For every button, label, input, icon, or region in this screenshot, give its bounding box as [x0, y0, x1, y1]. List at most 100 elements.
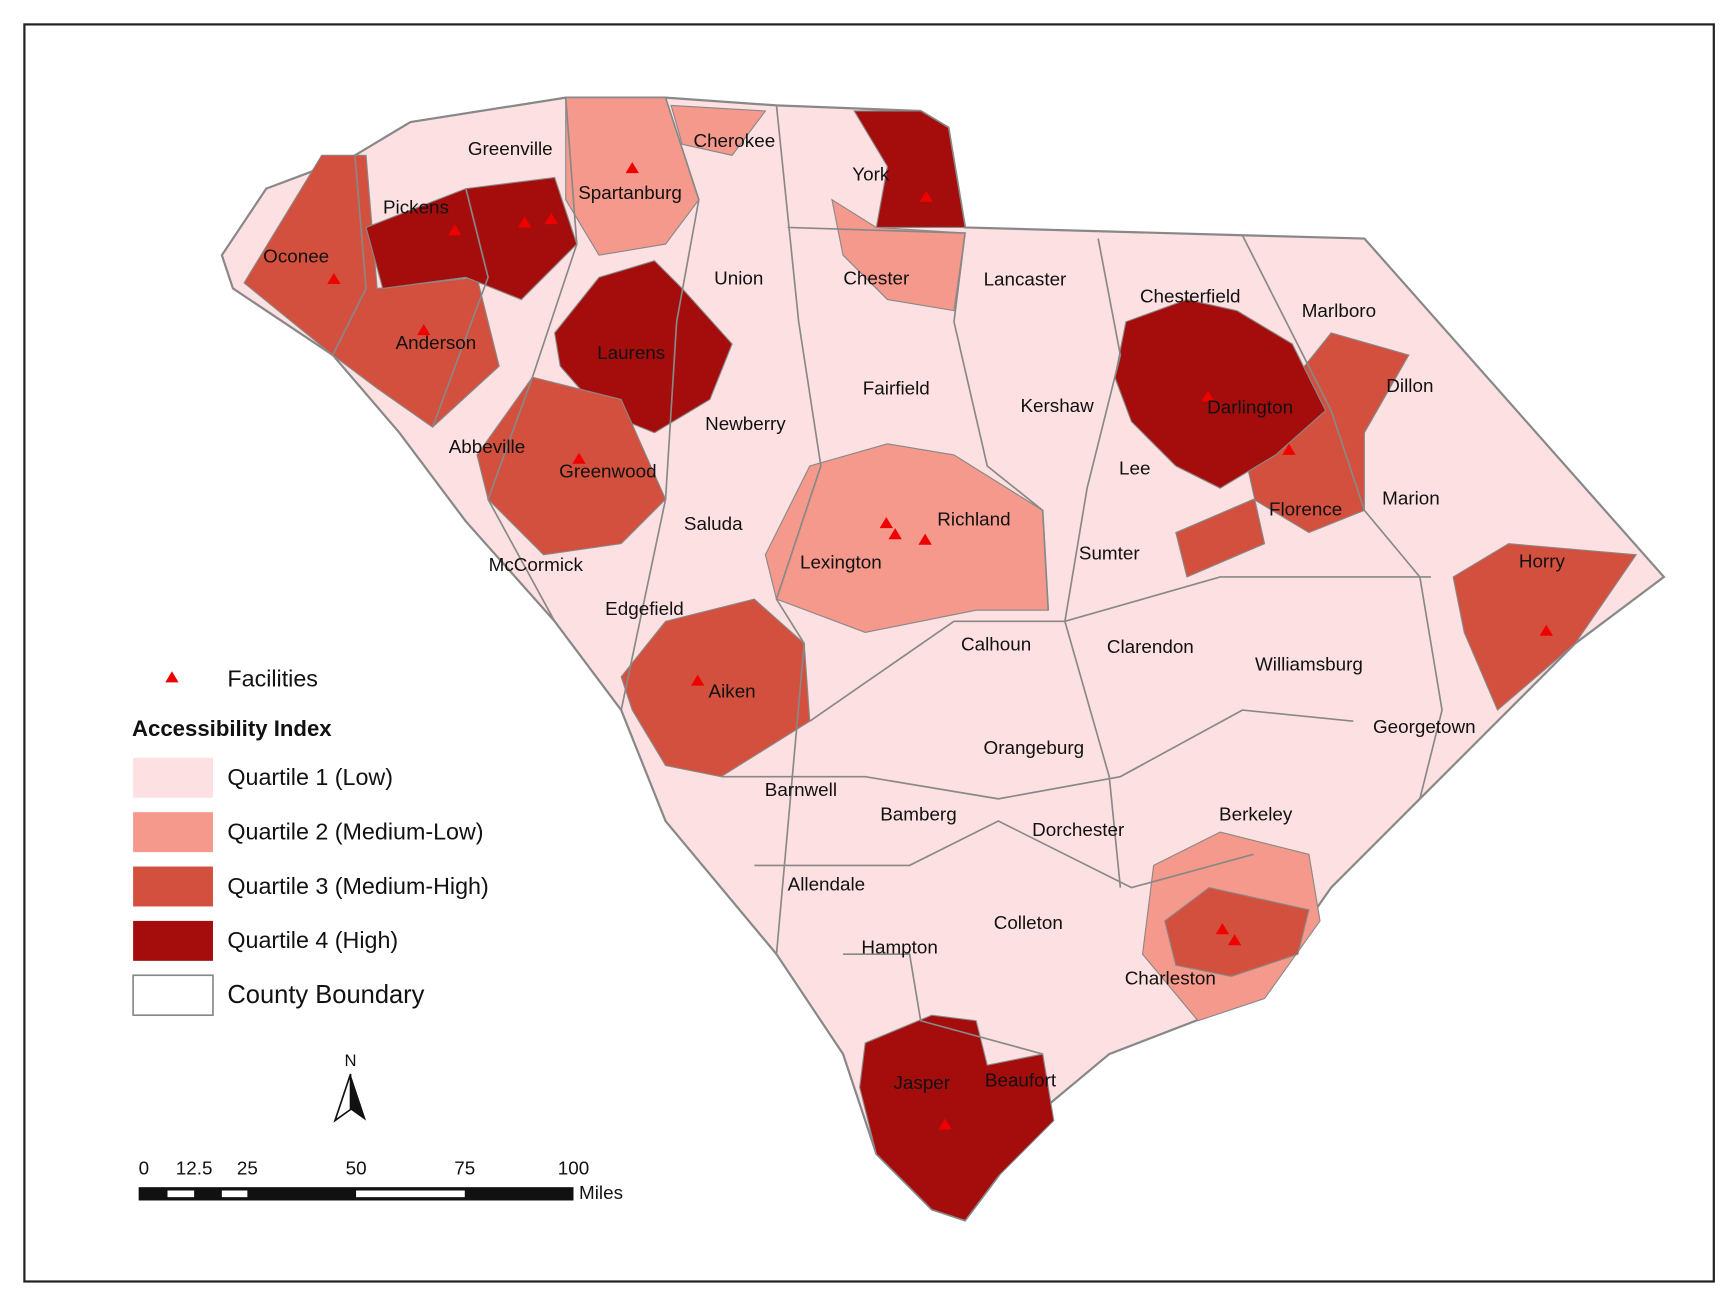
county-label: Richland: [937, 508, 1010, 529]
quartile-area: [853, 110, 966, 229]
facility: [625, 161, 639, 174]
county-label: Clarendon: [1107, 636, 1194, 657]
facility: [572, 452, 586, 464]
county-label: Chesterfield: [1140, 285, 1241, 306]
legend-swatch: [133, 866, 213, 907]
legend-class: Quartile 2 (Medium-Low): [227, 818, 483, 844]
county-label: Hampton: [861, 937, 937, 958]
county-label: Horry: [1519, 551, 1566, 572]
county-label: Allendale: [788, 873, 866, 894]
legend-title: Accessibility Index: [132, 716, 332, 741]
county-label: Florence: [1269, 498, 1342, 519]
scale-label: 25: [237, 1157, 258, 1178]
legend-class: Quartile 3 (Medium-High): [227, 873, 488, 899]
county-label: Dillon: [1386, 375, 1433, 396]
county-label: Anderson: [396, 332, 477, 353]
boundary: [620, 97, 700, 711]
county-label: Newberry: [705, 413, 786, 434]
facility: [918, 533, 932, 545]
county-label: Union: [714, 268, 763, 289]
quartile-area: [831, 198, 966, 312]
boundary: [775, 105, 822, 955]
boundary: [431, 188, 489, 428]
county-label: Colleton: [994, 912, 1063, 933]
facility: [919, 190, 933, 202]
county-label: Cherokee: [693, 130, 775, 151]
accessibility-areas: [243, 97, 1638, 1222]
county-label: Laurens: [597, 342, 665, 363]
county-label: Charleston: [1125, 968, 1216, 989]
county-boundaries: [332, 97, 1443, 1055]
scale-label: 0: [139, 1157, 149, 1178]
facility: [1215, 923, 1230, 935]
county-label: McCormick: [489, 554, 584, 575]
boundary: [332, 155, 367, 356]
facility: [544, 213, 558, 225]
county-label: Chester: [843, 268, 909, 289]
boundary: [754, 820, 1254, 889]
legend-swatch: [133, 757, 213, 798]
boundary: [843, 953, 1043, 1055]
quartile-area: [670, 104, 767, 156]
county-label: Edgefield: [605, 598, 684, 619]
county-label: Sumter: [1079, 543, 1140, 564]
county-label: Orangeburg: [984, 737, 1085, 758]
county-label: Spartanburg: [578, 182, 682, 203]
legend-swatch: [133, 920, 213, 961]
boundary: [1064, 238, 1122, 888]
county-label: Fairfield: [863, 377, 930, 398]
county-label: Dorchester: [1032, 819, 1124, 840]
facility: [1201, 390, 1215, 402]
county-label: Lee: [1119, 457, 1150, 478]
north-arrow-left: [333, 1073, 352, 1123]
county-label: Pickens: [383, 197, 449, 218]
quartile-area: [1164, 887, 1310, 977]
legend: Facilities Accessibility Index County Bo…: [132, 665, 489, 1017]
facilities: [327, 161, 1553, 1130]
facility: [1282, 443, 1296, 455]
boundary: [1241, 234, 1443, 800]
boundary: [787, 226, 1050, 611]
boundary: [487, 97, 578, 622]
county-label: Bamberg: [880, 803, 956, 824]
county-label: Williamsburg: [1255, 654, 1363, 675]
facility: [1227, 934, 1242, 946]
scale-unit: Miles: [579, 1182, 623, 1203]
legend-facility-symbol: [165, 671, 179, 683]
scale-label: 100: [558, 1157, 589, 1178]
county-label: Abbeville: [449, 436, 525, 457]
facility: [1539, 624, 1553, 636]
quartile-area: [859, 1014, 1055, 1222]
county-label: Aiken: [709, 680, 756, 701]
county-label: Calhoun: [961, 634, 1031, 655]
county-label: Saluda: [684, 513, 743, 534]
scale-label: 12.5: [176, 1157, 213, 1178]
facility: [691, 674, 705, 686]
quartile-area: [554, 260, 733, 434]
county-label: Greenwood: [559, 461, 656, 482]
boundary: [809, 576, 1431, 722]
legend-class: Quartile 1 (Low): [227, 764, 393, 790]
facility: [417, 323, 431, 336]
county-label: Berkeley: [1219, 803, 1293, 824]
county-label: Greenville: [468, 138, 553, 159]
legend-facilities: Facilities: [227, 665, 318, 691]
quartile-area: [1452, 543, 1638, 711]
county-labels: Greenville Cherokee York Pickens Spartanburg…: [263, 130, 1565, 1093]
facility: [938, 1118, 952, 1130]
facility: [518, 216, 532, 228]
county-label: Lancaster: [984, 269, 1067, 290]
county-label: York: [852, 163, 890, 184]
facility: [448, 224, 462, 236]
legend-class: Quartile 4 (High): [227, 927, 398, 953]
legend-boundary: County Boundary: [227, 981, 424, 1009]
scale-bar: Miles 0 12.5 25 50 75 100: [138, 1157, 623, 1203]
scale-bar-segment: [167, 1190, 195, 1198]
north-label: N: [345, 1051, 357, 1070]
county-label: Marion: [1382, 487, 1440, 508]
facility: [888, 528, 902, 540]
scale-bar-segment: [221, 1190, 248, 1198]
county-label: Marlboro: [1302, 300, 1376, 321]
county-label: Georgetown: [1373, 716, 1476, 737]
